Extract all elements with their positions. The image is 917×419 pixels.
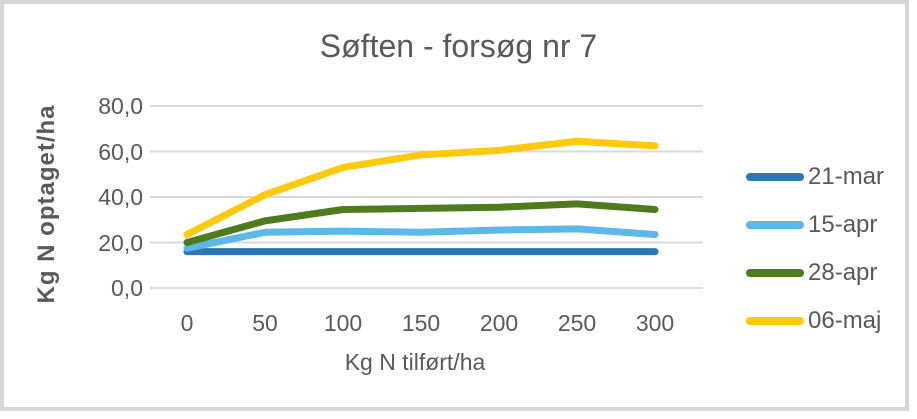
legend-swatch bbox=[746, 269, 804, 277]
legend-item: 21-mar bbox=[746, 153, 884, 201]
x-axis-title: Kg N tilført/ha bbox=[344, 349, 486, 375]
legend-item: 15-apr bbox=[746, 201, 884, 249]
legend-label: 28-apr bbox=[808, 259, 878, 286]
x-tick-label: 300 bbox=[635, 310, 675, 336]
legend-swatch bbox=[746, 317, 804, 325]
series-line-28-apr bbox=[183, 200, 659, 246]
legend-label: 21-mar bbox=[808, 163, 885, 190]
series-line-15-apr bbox=[183, 225, 659, 252]
x-tick-label: 150 bbox=[401, 310, 441, 336]
legend-label: 15-apr bbox=[808, 211, 878, 238]
legend-swatch bbox=[746, 221, 804, 229]
x-tick-label: 50 bbox=[252, 310, 278, 336]
legend-item: 28-apr bbox=[746, 249, 884, 297]
legend: 21-mar 15-apr 28-apr 06-maj bbox=[746, 153, 884, 345]
y-tick-label: 20,0 bbox=[98, 229, 143, 256]
y-tick-label: 60,0 bbox=[98, 138, 143, 165]
series-line-06-maj bbox=[183, 137, 659, 239]
x-tick-label: 0 bbox=[180, 310, 194, 336]
legend-item: 06-maj bbox=[746, 297, 884, 345]
x-tick-label: 200 bbox=[479, 310, 519, 336]
x-tick-label: 250 bbox=[557, 310, 597, 336]
y-axis-title: Kg N optaget/ha bbox=[33, 104, 60, 304]
y-tick-label: 40,0 bbox=[98, 184, 143, 210]
y-tick-label: 0,0 bbox=[111, 275, 143, 301]
legend-label: 06-maj bbox=[808, 307, 882, 334]
legend-swatch bbox=[746, 173, 804, 181]
chart-figure: Søften - forsøg nr 7 Kg N optaget/ha 0,0… bbox=[0, 0, 909, 411]
y-tick-label: 80,0 bbox=[98, 93, 143, 119]
plot-area bbox=[150, 105, 703, 289]
x-tick-label: 100 bbox=[323, 310, 363, 336]
chart-title: Søften - forsøg nr 7 bbox=[319, 28, 598, 64]
chart-canvas: Søften - forsøg nr 7 Kg N optaget/ha 0,0… bbox=[33, 28, 884, 375]
